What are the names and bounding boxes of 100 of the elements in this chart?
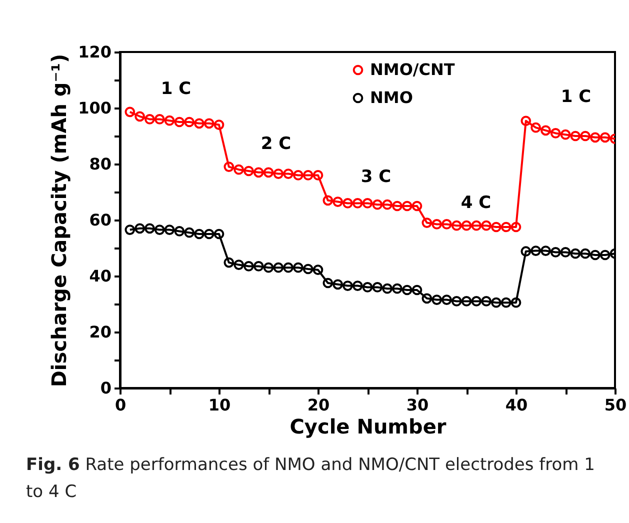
point: [600, 250, 610, 260]
point: [570, 130, 581, 142]
point: [432, 294, 442, 305]
y-tick-label: 100: [78, 98, 112, 118]
point: [362, 282, 373, 292]
point: [520, 246, 532, 257]
x-tick-label: 10: [208, 396, 231, 414]
y-tick-label: 20: [89, 322, 112, 342]
point: [302, 170, 314, 180]
caption: Fig. 6 Rate performances of NMO and NMO/CNT electrodes from 1 to 4 C: [26, 454, 596, 504]
point: [392, 200, 402, 212]
annotation: 2 C: [260, 134, 292, 154]
point: [234, 260, 244, 270]
point: [451, 296, 462, 306]
legend-label: NMO/CNT: [370, 60, 455, 79]
point: [442, 219, 452, 230]
point: [134, 111, 145, 122]
point: [382, 283, 392, 294]
point: [234, 164, 244, 175]
point: [332, 279, 343, 290]
x-tick-label: 20: [307, 396, 330, 414]
point: [352, 198, 363, 208]
point: [481, 220, 492, 231]
point: [580, 130, 590, 142]
point: [560, 247, 571, 258]
point: [312, 264, 324, 276]
point: [372, 199, 383, 210]
point: [422, 293, 432, 304]
x-tick-label: 40: [505, 396, 528, 414]
point: [442, 294, 452, 305]
point: [134, 223, 145, 234]
point: [184, 116, 194, 128]
point: [144, 223, 155, 234]
point: [244, 261, 254, 272]
point: [510, 297, 522, 308]
point: [392, 283, 402, 294]
point: [342, 280, 353, 291]
point: [273, 168, 284, 179]
point: [154, 224, 165, 235]
point: [500, 297, 512, 308]
point: [481, 296, 492, 306]
point: [214, 120, 224, 130]
point: [322, 195, 334, 206]
point: [224, 162, 234, 172]
point: [352, 280, 363, 291]
point: [144, 114, 155, 124]
point: [194, 118, 204, 129]
y-tick-label: 40: [89, 266, 112, 286]
point: [244, 166, 254, 176]
point: [224, 257, 234, 268]
y-tick-label: 0: [100, 378, 112, 398]
point: [253, 167, 264, 178]
point: [263, 262, 274, 273]
point: [293, 170, 304, 180]
y-tick-label: 60: [89, 210, 112, 230]
point: [253, 261, 264, 272]
point: [283, 262, 294, 273]
point: [293, 262, 304, 273]
point: [570, 248, 581, 259]
point: [471, 220, 482, 231]
legend-label: NMO: [370, 88, 413, 107]
point: [580, 248, 590, 259]
point: [302, 264, 314, 274]
annotation: 4 C: [460, 193, 492, 213]
point: [461, 296, 472, 306]
point: [164, 115, 175, 126]
point: [164, 224, 175, 235]
point: [154, 114, 165, 124]
point: [372, 282, 383, 292]
point: [600, 132, 610, 143]
point: [530, 122, 541, 133]
annotation: 1 C: [560, 87, 592, 107]
point: [550, 128, 561, 138]
point: [530, 246, 541, 256]
point: [540, 125, 551, 136]
point: [362, 198, 373, 208]
point: [194, 228, 204, 240]
point: [214, 228, 224, 240]
point: [590, 132, 600, 143]
x-axis-title: Cycle Number: [290, 414, 446, 438]
point: [273, 262, 284, 273]
x-tick-label: 30: [406, 396, 429, 414]
point: [283, 168, 294, 179]
point: [382, 199, 392, 210]
point: [590, 250, 600, 260]
point: [451, 220, 462, 231]
point: [312, 170, 324, 180]
point: [550, 247, 561, 258]
annotation: 1 C: [160, 79, 192, 99]
point: [263, 167, 274, 178]
x-tick-label: 50: [604, 396, 627, 414]
y-tick-label: 80: [89, 154, 112, 174]
point: [332, 196, 343, 207]
point: [174, 116, 185, 128]
point: [520, 116, 532, 126]
point: [124, 106, 136, 118]
point: [174, 226, 185, 236]
point: [491, 297, 502, 308]
point: [491, 222, 502, 232]
point: [412, 200, 422, 212]
